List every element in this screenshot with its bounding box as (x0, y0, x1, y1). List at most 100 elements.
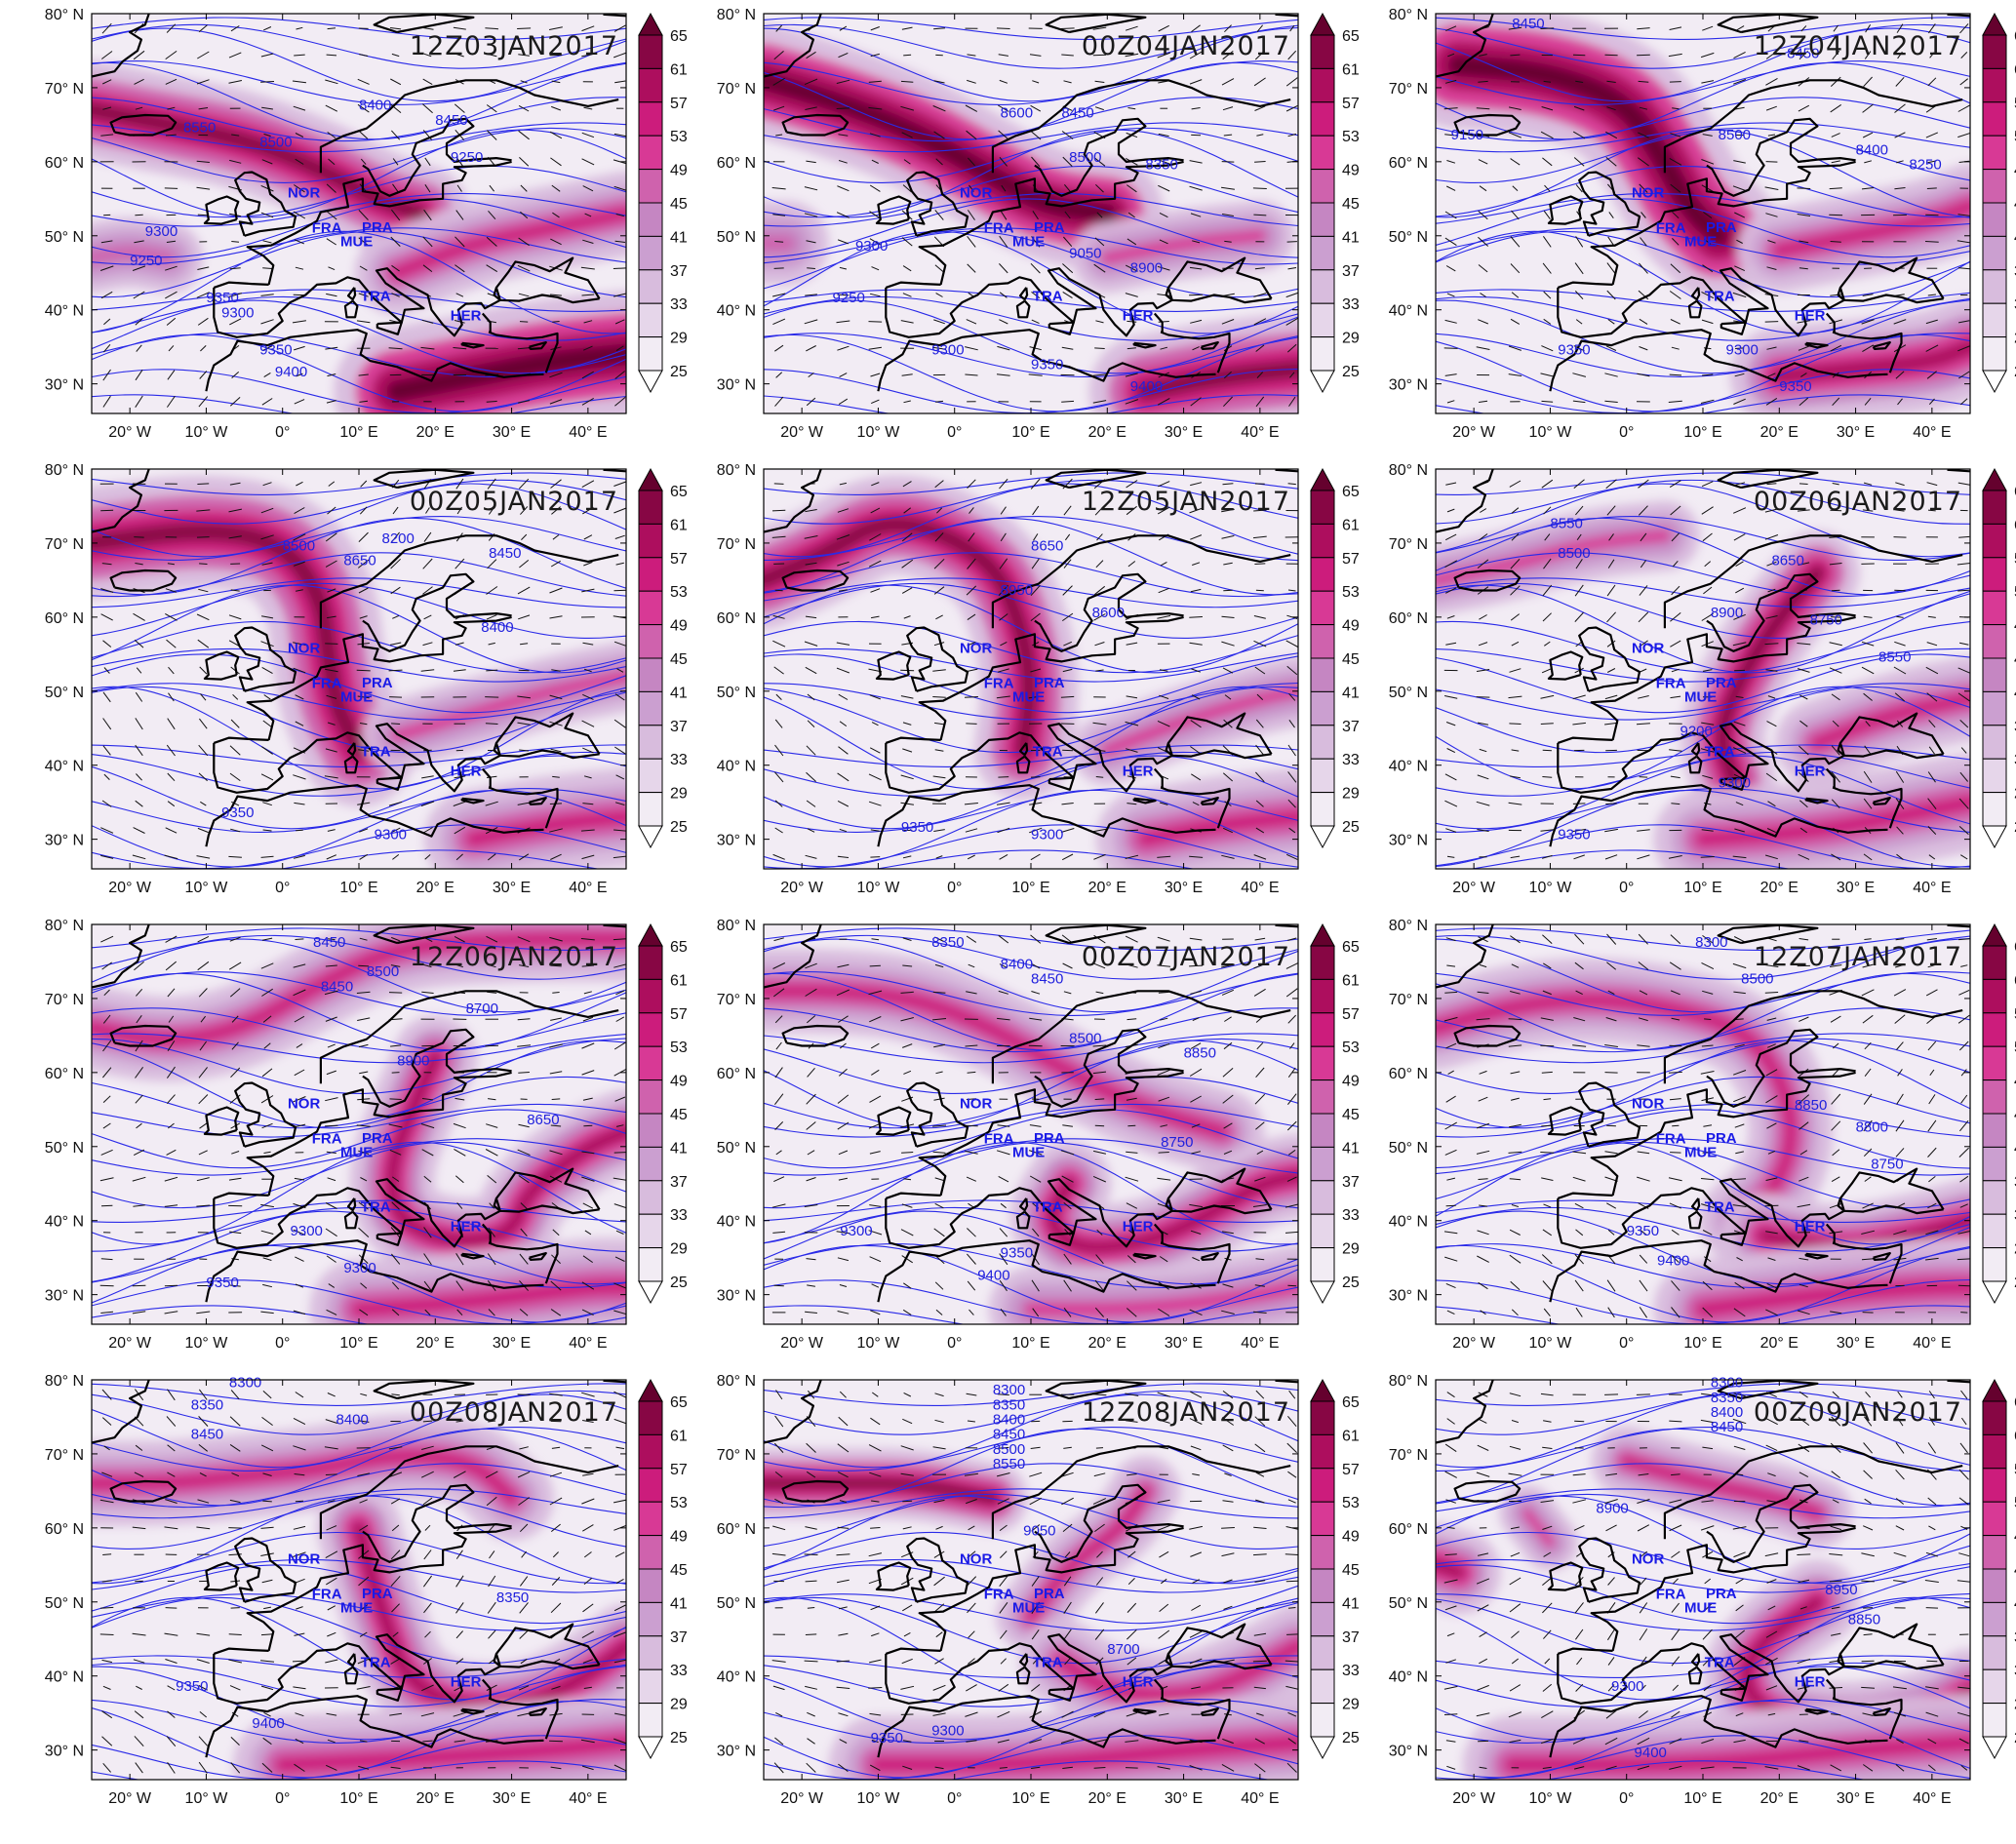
wind-vector (903, 400, 911, 404)
wind-vector (1957, 104, 1970, 112)
coastline (1706, 117, 1856, 197)
wind-vector (549, 694, 563, 700)
wind-vector (260, 1095, 274, 1104)
wind-vector (774, 800, 783, 807)
wind-vector (166, 1416, 177, 1427)
height-contour (1436, 1040, 1970, 1129)
wind-vector (613, 267, 626, 269)
wind-vector (900, 695, 914, 699)
wind-vector (837, 1471, 849, 1478)
coastline (528, 797, 547, 805)
wind-vector (902, 722, 912, 726)
latitude-tick-label: 40° N (1389, 1214, 1428, 1231)
wind-vector (965, 346, 978, 351)
wind-vector (1223, 1150, 1233, 1155)
wind-vector (1224, 24, 1232, 33)
wind-vector (1927, 1119, 1937, 1132)
wind-vector (1764, 508, 1779, 513)
height-contour (1436, 295, 1970, 341)
wind-vector (1477, 829, 1489, 832)
wind-vector (261, 345, 273, 352)
wind-vector (839, 25, 848, 31)
latitude-tick-label: 50° N (45, 229, 84, 246)
wind-vector (1125, 25, 1138, 31)
latitude-tick-label: 60° N (717, 1521, 756, 1538)
wind-vector (327, 615, 336, 619)
wind-vector (1892, 1686, 1907, 1690)
wind-vector (1286, 665, 1298, 676)
contour-label: 8600 (1001, 104, 1033, 121)
wind-vector (1704, 238, 1712, 245)
wind-vector (1764, 992, 1779, 994)
wind-vector (1222, 772, 1234, 782)
wind-vector (294, 561, 305, 567)
wind-vector (326, 293, 337, 297)
colorbar-label: 37 (2014, 1629, 2016, 1646)
wind-vector (806, 345, 816, 352)
coastline (1547, 1106, 1584, 1136)
wind-vector (1733, 398, 1746, 405)
colorbar-segment (1310, 945, 1335, 980)
wind-vector (582, 693, 594, 700)
wind-vector (1895, 1148, 1905, 1157)
wind-vector (771, 187, 786, 190)
wind-vector (517, 1471, 531, 1478)
coastline (213, 1167, 601, 1249)
wind-vector (1191, 107, 1201, 110)
colorbar-label: 49 (670, 1074, 688, 1090)
wind-vector (1189, 185, 1203, 191)
colorbar-segment (1982, 1635, 2007, 1670)
height-contour (1436, 1103, 1970, 1138)
wind-vector (1896, 853, 1904, 860)
wind-vector (1893, 1230, 1907, 1236)
wind-vector (228, 1527, 243, 1529)
wind-vector (1125, 1176, 1139, 1182)
wind-vector (1509, 1603, 1522, 1613)
contour-label: 9350 (871, 1730, 903, 1746)
height-contour (92, 789, 626, 868)
wind-vector (229, 1231, 242, 1235)
contour-label: 9250 (832, 290, 864, 306)
longitude-tick-label: 10° E (339, 1335, 377, 1352)
wind-vector (1060, 1150, 1075, 1156)
wind-vector (423, 1280, 432, 1291)
map-panel: 8550 8500 8400 8450 9250 9300 9250 9350 9300 9350… (8, 6, 688, 454)
colorbar-label: 49 (1342, 1074, 1360, 1090)
wind-vector (1253, 1686, 1266, 1690)
height-contour (92, 1141, 626, 1209)
wind-vector (1670, 612, 1681, 622)
wind-vector (1733, 991, 1746, 995)
wind-vector (772, 640, 786, 647)
wind-vector (933, 1043, 946, 1048)
wind-vector (261, 1416, 273, 1427)
coastline (1832, 1241, 1903, 1284)
wind-vector (1479, 1419, 1487, 1424)
wind-vector (1032, 80, 1040, 84)
wind-vector (1541, 1710, 1554, 1719)
height-contour (764, 824, 1298, 869)
wind-vector (549, 587, 563, 594)
wind-vector (228, 1177, 242, 1181)
wind-vector (358, 1576, 370, 1587)
height-contour (1436, 60, 1970, 105)
height-contour (764, 127, 1298, 183)
colorbar-segment (638, 1247, 663, 1282)
wind-vector (1477, 1255, 1489, 1263)
wind-vector (838, 589, 848, 592)
coastline (1706, 1483, 1856, 1563)
wind-vector (772, 614, 785, 619)
wind-vector (1700, 1419, 1715, 1424)
wind-vector (1927, 23, 1936, 34)
wind-vector (486, 1684, 497, 1692)
wind-vector (1671, 1473, 1680, 1476)
wind-vector (197, 51, 210, 59)
colorbar-label: 37 (1342, 719, 1360, 735)
wind-vector (165, 134, 177, 137)
wind-vector (934, 480, 944, 489)
wind-vector (136, 988, 143, 997)
latitude-tick-label: 70° N (45, 81, 84, 98)
colorbar-segment (638, 1433, 663, 1470)
wind-vector (1830, 1632, 1841, 1636)
wind-vector (488, 642, 495, 646)
wind-vector (837, 1257, 850, 1262)
